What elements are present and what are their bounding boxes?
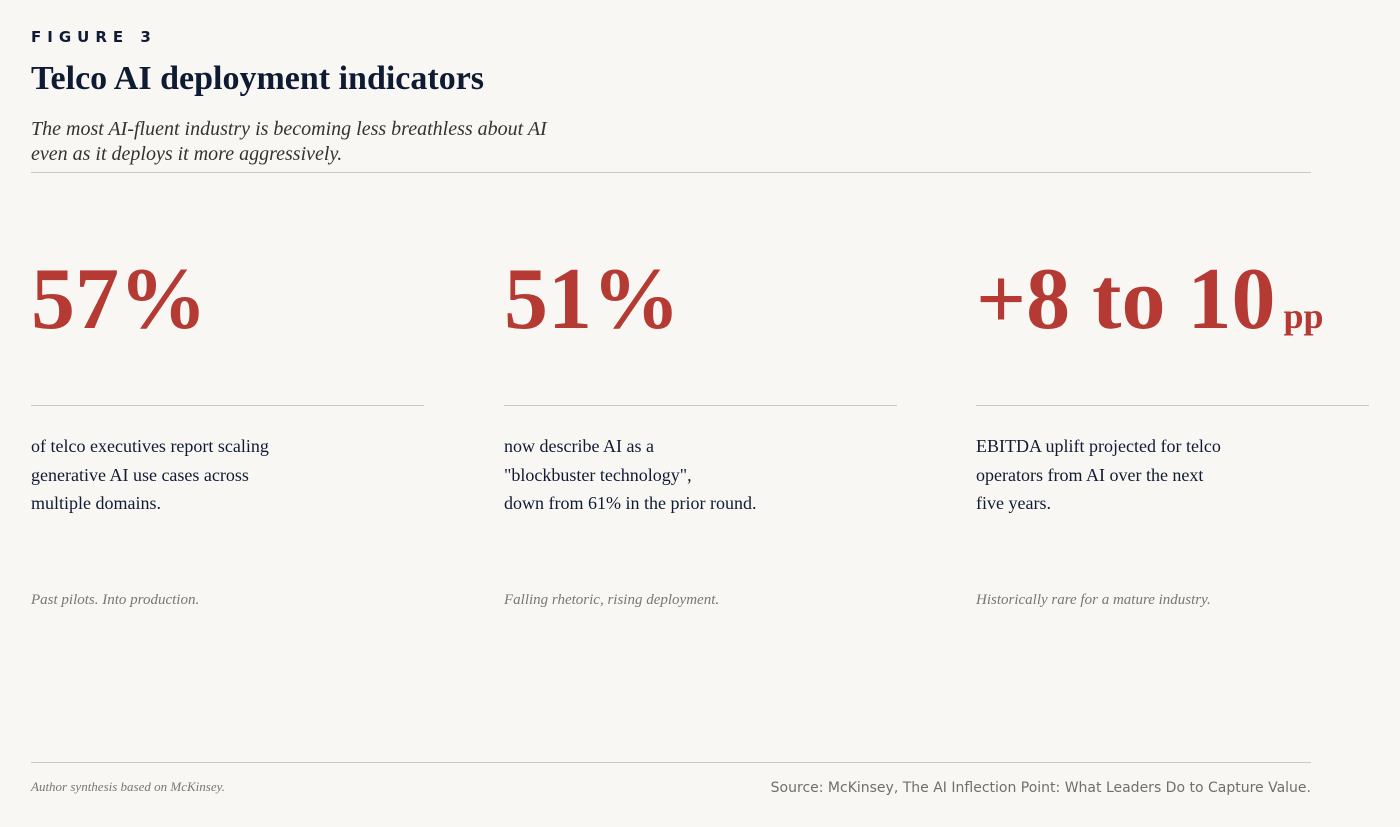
- description-line: of telco executives report scaling: [31, 436, 269, 456]
- stat: 57%: [31, 251, 207, 348]
- description-line: EBITDA uplift projected for telco: [976, 436, 1221, 456]
- divider: [31, 405, 424, 406]
- description-line: generative AI use cases across: [31, 464, 249, 485]
- note: Past pilots. Into production.: [31, 592, 200, 608]
- description: now describe AI as a "blockbuster techno…: [504, 432, 756, 518]
- divider: [31, 172, 1311, 173]
- footer-note: Author synthesis based on McKinsey.: [31, 779, 225, 794]
- description-line: down from 61% in the prior round.: [504, 493, 757, 513]
- source: Source: McKinsey, The AI Inflection Poin…: [770, 780, 1311, 796]
- stat-card: 57% of telco executives report scaling g…: [31, 250, 431, 608]
- stat: +8 to 10 pp: [976, 250, 1376, 366]
- stat-card: +8 to 10 pp EBITDA uplift projected for t…: [976, 250, 1376, 608]
- divider: [31, 762, 1311, 763]
- subtitle-line: even as it deploys it more aggressively.: [31, 143, 343, 165]
- description-line: now describe AI as a: [504, 436, 654, 456]
- description-line: operators from AI over the next: [976, 464, 1204, 485]
- divider: [504, 405, 897, 406]
- stat-value: +8 to 10: [976, 251, 1276, 348]
- figure-label: FIGURE 3: [31, 28, 157, 46]
- description: EBITDA uplift projected for telco operat…: [976, 432, 1221, 518]
- description-line: "blockbuster technology",: [504, 464, 692, 485]
- note: Falling rhetoric, rising deployment.: [504, 592, 720, 608]
- stat-unit: pp: [1283, 296, 1324, 336]
- stat: 51%: [504, 251, 680, 348]
- divider: [976, 405, 1369, 406]
- note: Historically rare for a mature industry.: [976, 592, 1211, 608]
- subtitle-line: The most AI-fluent industry is becoming …: [31, 118, 547, 140]
- title: Telco AI deployment indicators: [31, 60, 485, 97]
- stat-card: 51% now describe AI as a "blockbuster te…: [504, 250, 904, 608]
- description: of telco executives report scaling gener…: [31, 432, 269, 518]
- description-line: multiple domains.: [31, 493, 161, 513]
- subtitle: The most AI-fluent industry is becoming …: [31, 117, 547, 167]
- description-line: five years.: [976, 493, 1051, 513]
